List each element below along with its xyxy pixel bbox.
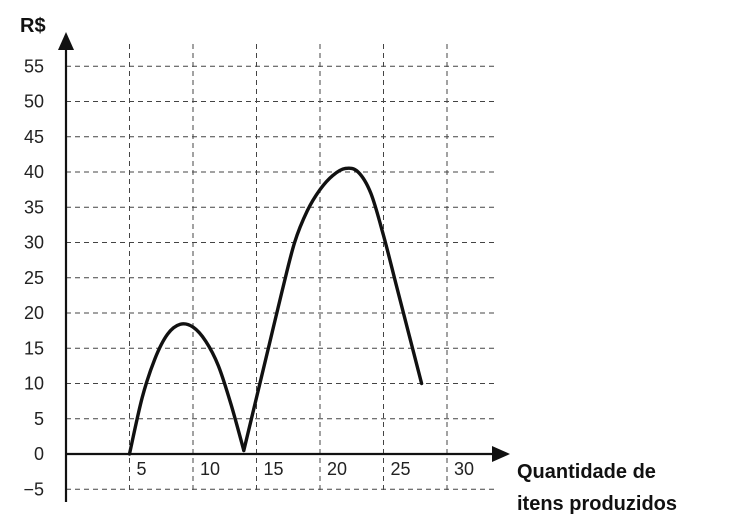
y-tick-label: 20 [24, 303, 44, 323]
x-tick-label: 10 [200, 459, 220, 479]
y-tick-label: 30 [24, 233, 44, 253]
x-axis-label-line2: itens produzidos [517, 493, 677, 515]
series-curve-segment [127, 322, 246, 456]
y-axis-arrowhead [58, 32, 74, 50]
y-tick-label: 0 [34, 444, 44, 464]
y-tick-label: 5 [34, 409, 44, 429]
y-tick-label: 10 [24, 374, 44, 394]
y-axis-label: R$ [20, 15, 46, 37]
y-tick-label: 45 [24, 127, 44, 147]
x-tick-label: 30 [454, 459, 474, 479]
x-tick-label: 25 [391, 459, 411, 479]
y-tick-label: 40 [24, 162, 44, 182]
y-tick-label: 25 [24, 268, 44, 288]
y-tick-label: 50 [24, 92, 44, 112]
axes [58, 32, 510, 502]
y-tick-label: −5 [23, 479, 44, 499]
x-tick-label: 5 [137, 459, 147, 479]
y-tick-label: 15 [24, 338, 44, 358]
series-layer [127, 166, 424, 456]
grid-lines [66, 44, 495, 491]
x-tick-label: 15 [264, 459, 284, 479]
y-tick-label: 35 [24, 197, 44, 217]
y-tick-label: 55 [24, 56, 44, 76]
x-tick-label: 20 [327, 459, 347, 479]
x-axis-label-line1: Quantidade de [517, 461, 656, 483]
series-curve-segment [242, 166, 424, 453]
x-axis-arrowhead [492, 446, 510, 462]
